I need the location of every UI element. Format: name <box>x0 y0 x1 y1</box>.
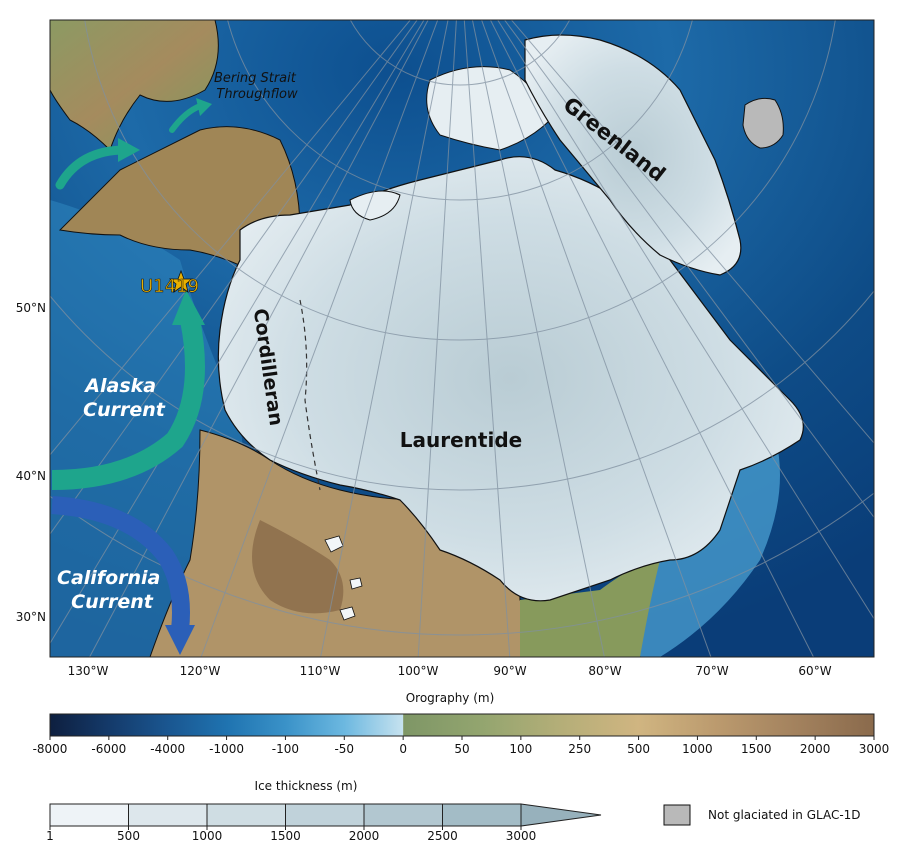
not-glaciated-label: Not glaciated in GLAC-1D <box>708 808 861 822</box>
alaska-current-label: Alaska Current <box>83 375 166 421</box>
orography-ocean-segment <box>50 714 404 736</box>
orography-tick-label: -8000 <box>33 742 68 756</box>
great-basin <box>252 520 344 614</box>
ice-thickness-colorbar <box>49 803 602 827</box>
orography-tick-label: 50 <box>454 742 469 756</box>
graticule <box>50 20 874 657</box>
bering-arrowhead-left <box>118 138 140 162</box>
orography-tick-label: -100 <box>272 742 299 756</box>
ice-thickness-segment <box>442 803 522 827</box>
ice-thickness-segment <box>363 803 443 827</box>
ice-thickness-tick-label: 1000 <box>192 829 223 843</box>
siberia-land <box>50 20 219 151</box>
orography-tick-label: 250 <box>568 742 591 756</box>
ice-thickness-title: Ice thickness (m) <box>255 779 358 793</box>
ice-divide-dashed <box>299 299 321 491</box>
ice-thickness-segment <box>285 803 365 827</box>
ice-thickness-tick-label: 1 <box>46 829 54 843</box>
iceland-not-glaciated <box>742 97 784 149</box>
california-current-label: California Current <box>57 567 167 613</box>
arctic-islands-ice <box>426 66 551 151</box>
map-panel <box>50 20 874 657</box>
ice-thickness-extend-triangle <box>520 803 602 827</box>
ice-thickness-segment <box>49 803 129 827</box>
orography-tick-label: 1500 <box>741 742 772 756</box>
orography-tick-label: 1000 <box>682 742 713 756</box>
longitude-label: 120°W <box>180 664 221 678</box>
mountain-ice-patch <box>339 606 356 621</box>
laurentide-cordilleran-ice <box>217 156 804 602</box>
longitude-labels: 130°W 120°W 110°W 100°W 90°W 80°W 70°W 60°W <box>68 664 832 678</box>
california-current-arrowhead <box>165 625 195 655</box>
orography-tick-label: 0 <box>399 742 407 756</box>
alaska-current-arrowhead <box>172 290 205 325</box>
mountain-ice-patch <box>349 577 363 590</box>
orography-ticks: -8000 -6000 -4000 -1000 -100 -50 0 50 100 250 500 1… <box>33 736 890 756</box>
alaska-current-arrow <box>51 318 205 490</box>
site-u1419-star-icon <box>168 269 194 293</box>
latitude-labels: 50°N 40°N 30°N <box>16 301 46 624</box>
longitude-label: 60°W <box>798 664 831 678</box>
orography-tick-label: -4000 <box>150 742 185 756</box>
map-frame <box>49 19 875 658</box>
orography-tick-label: -6000 <box>91 742 126 756</box>
longitude-label: 110°W <box>300 664 341 678</box>
latitude-label: 40°N <box>16 469 46 483</box>
california-current-arrow <box>51 496 190 631</box>
orography-tick-label: 500 <box>627 742 650 756</box>
ice-thickness-ticks: 1 500 1000 1500 2000 2500 3000 <box>46 826 536 843</box>
island-ice-small <box>349 190 401 221</box>
ice-thickness-segment <box>206 803 286 827</box>
not-glaciated-swatch <box>663 804 691 826</box>
bering-arrow-right <box>169 103 203 133</box>
greenland-ice <box>524 34 742 276</box>
orography-tick-label: -1000 <box>209 742 244 756</box>
orography-tick-label: 100 <box>509 742 532 756</box>
bering-arrow-left <box>55 145 130 190</box>
orography-land-segment <box>403 714 874 736</box>
ice-thickness-tick-label: 500 <box>117 829 140 843</box>
eastern-us-land <box>520 560 660 657</box>
laurentide-label: Laurentide <box>400 428 522 452</box>
longitude-label: 70°W <box>695 664 728 678</box>
orography-tick-label: 2000 <box>800 742 831 756</box>
bering-label: Bering Strait Throughflow <box>214 71 300 102</box>
orography-colorbar <box>49 713 875 737</box>
longitude-label: 90°W <box>493 664 526 678</box>
ice-thickness-segment <box>128 803 208 827</box>
longitude-label: 100°W <box>398 664 439 678</box>
orography-tick-label: 3000 <box>859 742 890 756</box>
ice-thickness-tick-label: 1500 <box>270 829 301 843</box>
ice-thickness-tick-label: 2000 <box>349 829 380 843</box>
orography-tick-label: -50 <box>334 742 354 756</box>
orography-title: Orography (m) <box>406 691 495 705</box>
bering-arrowhead-right <box>196 98 212 116</box>
longitude-label: 130°W <box>68 664 109 678</box>
ice-thickness-tick-label: 2500 <box>427 829 458 843</box>
latitude-label: 30°N <box>16 610 46 624</box>
ice-thickness-tick-label: 3000 <box>506 829 537 843</box>
latitude-label: 50°N <box>16 301 46 315</box>
longitude-label: 80°W <box>588 664 621 678</box>
site-label: U1419 <box>140 276 199 297</box>
